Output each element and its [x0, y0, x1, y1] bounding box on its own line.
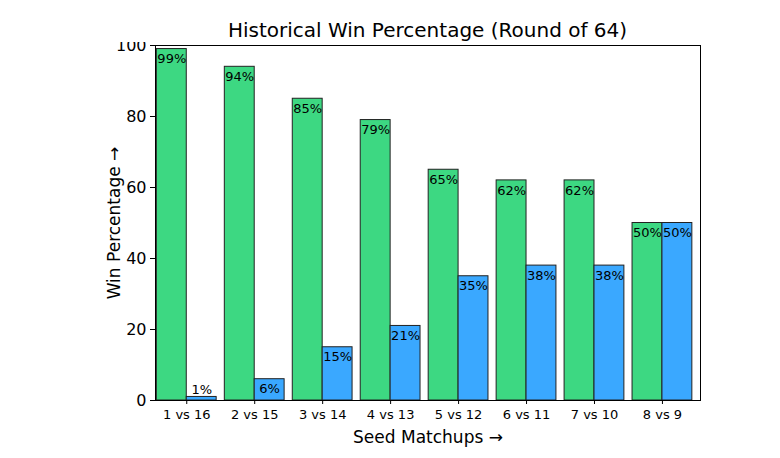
svg-text:50%: 50%	[663, 225, 692, 240]
svg-text:15%: 15%	[323, 349, 352, 364]
svg-text:Seed Matchups →: Seed Matchups →	[353, 427, 503, 447]
svg-text:20: 20	[126, 320, 146, 339]
svg-text:38%: 38%	[527, 268, 556, 283]
svg-text:99%: 99%	[157, 51, 186, 66]
svg-text:5 vs 12: 5 vs 12	[435, 407, 483, 422]
svg-text:6%: 6%	[259, 381, 280, 396]
svg-text:2 vs 15: 2 vs 15	[231, 407, 279, 422]
svg-text:94%: 94%	[225, 69, 254, 84]
svg-text:35%: 35%	[459, 278, 488, 293]
svg-text:21%: 21%	[391, 328, 420, 343]
svg-text:85%: 85%	[293, 101, 322, 116]
svg-text:4 vs 13: 4 vs 13	[367, 407, 415, 422]
svg-text:6 vs 11: 6 vs 11	[503, 407, 551, 422]
svg-text:80: 80	[126, 107, 146, 126]
svg-text:38%: 38%	[595, 268, 624, 283]
svg-text:1 vs 16: 1 vs 16	[163, 407, 211, 422]
svg-text:0: 0	[136, 391, 146, 410]
svg-text:1%: 1%	[191, 382, 212, 397]
svg-text:3 vs 14: 3 vs 14	[299, 407, 347, 422]
svg-text:40: 40	[126, 249, 146, 268]
svg-text:62%: 62%	[565, 183, 594, 198]
svg-text:100: 100	[116, 42, 147, 55]
svg-text:7 vs 10: 7 vs 10	[571, 407, 619, 422]
svg-text:79%: 79%	[361, 122, 390, 137]
svg-text:50%: 50%	[633, 225, 662, 240]
svg-text:60: 60	[126, 178, 146, 197]
html-text:Historical Win Percentage (Rou: Historical Win Percentage (Round of 64)	[227, 18, 628, 42]
svg-text:65%: 65%	[429, 172, 458, 187]
svg-text:62%: 62%	[497, 183, 526, 198]
svg-text:Win Percentage →: Win Percentage →	[104, 147, 124, 300]
svg-text:8 vs 9: 8 vs 9	[643, 407, 682, 422]
